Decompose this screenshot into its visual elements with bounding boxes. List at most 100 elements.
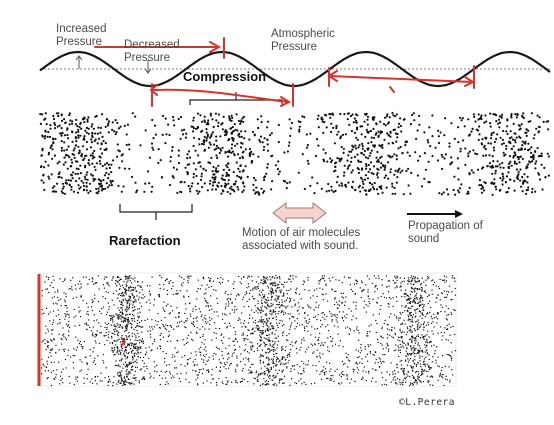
air-molecule-dot — [69, 119, 72, 122]
photo-speckle — [425, 370, 427, 372]
photo-speckle — [441, 367, 443, 369]
photo-speckle — [330, 313, 332, 315]
air-molecule-dot — [515, 168, 519, 171]
photo-speckle — [268, 371, 270, 373]
air-molecule-dot — [426, 139, 429, 142]
air-molecule-dot — [227, 139, 230, 142]
photo-speckle — [92, 278, 94, 280]
photo-speckle — [426, 345, 428, 347]
air-molecule-dot — [525, 189, 528, 192]
air-molecule-dot — [277, 173, 280, 176]
air-molecule-dot — [471, 127, 474, 130]
air-molecule-dot — [385, 115, 388, 118]
air-molecule-dot — [211, 131, 214, 134]
air-molecule-dot — [77, 134, 80, 137]
photo-speckle — [96, 334, 98, 336]
air-molecule-dot — [508, 140, 511, 143]
air-molecule-dot — [526, 166, 529, 169]
air-molecule-dot — [483, 121, 486, 124]
photo-speckle — [419, 299, 421, 301]
air-molecule-dot — [47, 164, 50, 167]
photo-speckle — [266, 299, 268, 302]
photo-speckle — [276, 347, 278, 349]
photo-speckle — [388, 348, 390, 350]
photo-speckle — [110, 315, 112, 317]
air-molecule-dot — [65, 148, 69, 151]
photo-speckle — [123, 281, 125, 283]
photo-speckle — [145, 354, 147, 356]
photo-speckle — [170, 340, 172, 342]
photo-speckle — [49, 311, 51, 313]
photo-speckle — [278, 283, 280, 286]
photo-speckle — [69, 327, 71, 329]
photo-speckle — [131, 318, 133, 320]
photo-speckle — [167, 340, 169, 343]
air-molecule-dot — [450, 156, 453, 159]
photo-speckle — [119, 316, 121, 318]
air-molecule-dot — [468, 150, 471, 153]
photo-speckle — [414, 279, 416, 281]
air-molecule-dot — [192, 176, 195, 179]
photo-speckle — [411, 341, 413, 343]
air-molecule-dot — [373, 145, 376, 148]
photo-speckle — [104, 298, 106, 300]
air-molecule-dot — [472, 113, 475, 116]
photo-speckle — [121, 327, 123, 329]
photo-speckle — [275, 319, 278, 321]
photo-speckle — [236, 308, 238, 311]
air-molecule-dot — [394, 192, 397, 195]
photo-speckle — [260, 355, 262, 357]
photo-speckle — [121, 309, 124, 311]
air-molecule-dot — [510, 147, 514, 150]
photo-speckle — [426, 353, 428, 355]
air-molecule-dot — [405, 169, 408, 173]
photo-speckle — [251, 342, 253, 344]
photo-speckle — [265, 383, 267, 386]
photo-speckle — [83, 341, 85, 343]
photo-speckle — [268, 299, 270, 301]
photo-speckle — [453, 309, 455, 311]
photo-speckle — [118, 293, 120, 295]
photo-speckle — [72, 277, 74, 279]
photo-speckle — [279, 363, 282, 365]
photo-speckle — [289, 278, 291, 280]
photo-speckle — [407, 280, 409, 282]
photo-speckle — [159, 283, 161, 286]
photo-speckle — [62, 281, 64, 283]
air-molecule-dot — [376, 176, 379, 179]
photo-speckle — [128, 332, 130, 334]
air-molecule-dot — [340, 182, 343, 185]
photo-speckle — [263, 342, 265, 344]
photo-speckle — [126, 277, 128, 279]
photo-speckle — [272, 284, 274, 286]
air-molecule-dot — [99, 179, 102, 182]
photo-speckle — [77, 376, 79, 378]
photo-speckle — [115, 344, 117, 346]
air-molecule-dot — [429, 145, 432, 148]
photo-speckle — [205, 288, 207, 290]
photo-speckle — [409, 383, 412, 385]
photo-speckle — [392, 305, 394, 307]
air-molecule-dot — [200, 175, 203, 178]
photo-speckle — [61, 338, 63, 341]
photo-speckle — [216, 297, 218, 299]
photo-speckle — [136, 359, 138, 361]
air-molecule-dot — [239, 146, 243, 149]
air-molecule-dot — [90, 125, 93, 128]
air-molecule-dot — [43, 137, 46, 140]
photo-speckle — [180, 320, 183, 322]
photo-speckle — [62, 327, 64, 329]
photo-speckle — [93, 320, 95, 322]
photo-speckle — [436, 346, 438, 348]
credit-text: ©L.Perera — [399, 397, 455, 408]
photo-speckle — [268, 339, 270, 341]
photo-speckle — [419, 380, 421, 382]
air-molecule-dot — [453, 137, 456, 140]
photo-speckle — [275, 322, 278, 324]
air-molecule-dot — [254, 179, 257, 182]
air-molecule-dot — [500, 116, 503, 119]
photo-speckle — [91, 309, 93, 312]
photo-speckle — [198, 371, 200, 373]
photo-speckle — [368, 372, 370, 374]
photo-speckle — [132, 304, 134, 306]
